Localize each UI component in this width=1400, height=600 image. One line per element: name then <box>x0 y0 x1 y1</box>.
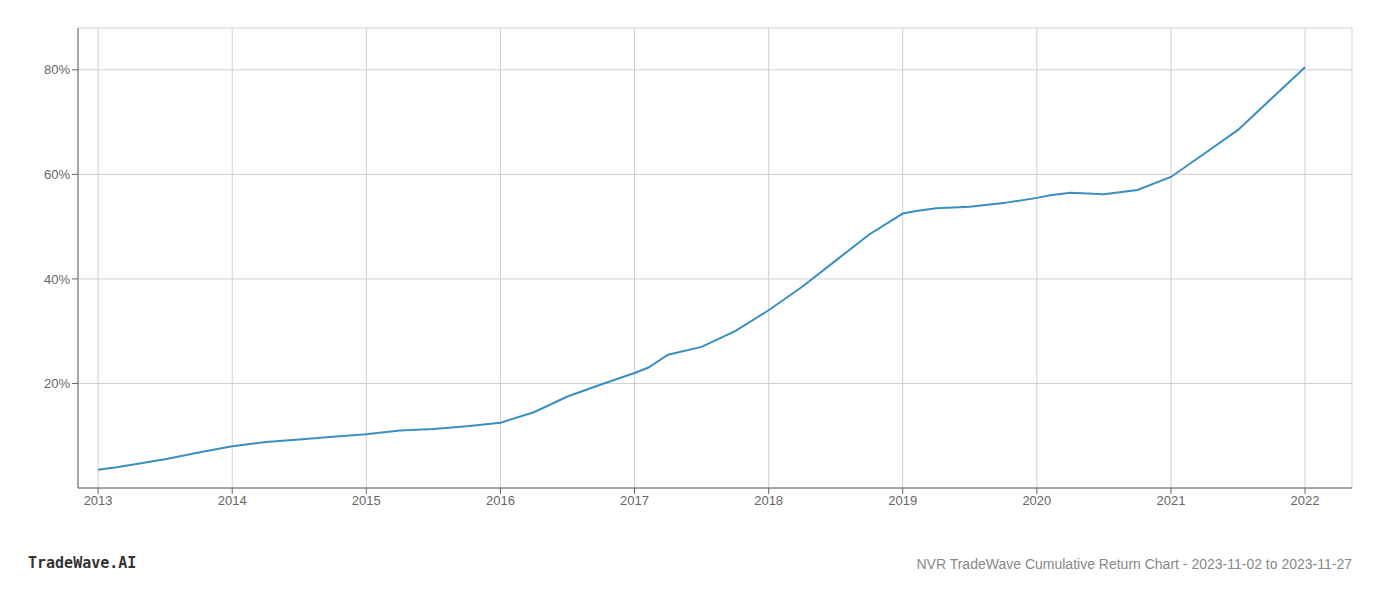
svg-text:2019: 2019 <box>888 493 917 508</box>
svg-text:2014: 2014 <box>218 493 247 508</box>
svg-text:40%: 40% <box>44 272 70 287</box>
svg-text:2017: 2017 <box>620 493 649 508</box>
svg-text:60%: 60% <box>44 167 70 182</box>
svg-text:2022: 2022 <box>1291 493 1320 508</box>
svg-text:2021: 2021 <box>1156 493 1185 508</box>
svg-text:2013: 2013 <box>84 493 113 508</box>
svg-text:80%: 80% <box>44 62 70 77</box>
html-text:NVR TradeWave Cumulative Retur: NVR TradeWave Cumulative Return Chart - … <box>916 556 1352 572</box>
svg-text:2018: 2018 <box>754 493 783 508</box>
svg-text:2020: 2020 <box>1022 493 1051 508</box>
svg-text:2016: 2016 <box>486 493 515 508</box>
html-text:TradeWave.AI: TradeWave.AI <box>28 554 137 572</box>
svg-text:2015: 2015 <box>352 493 381 508</box>
svg-text:20%: 20% <box>44 376 70 391</box>
